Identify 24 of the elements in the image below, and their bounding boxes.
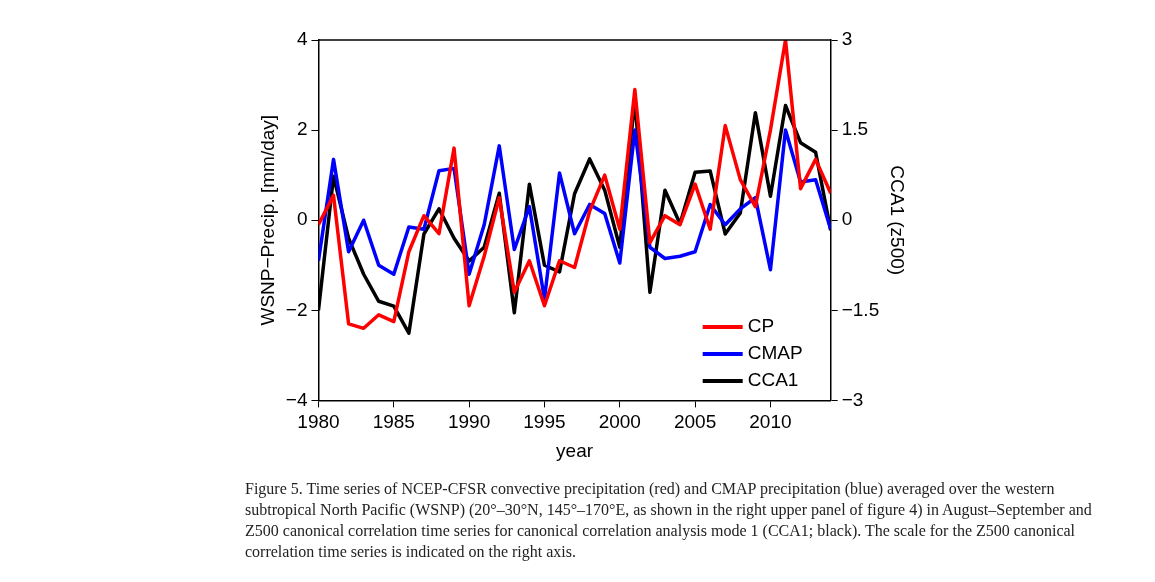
caption: Figure 5. Time series of NCEP-CFSR convective precipitation (red) and CMAP precipitation (blue) averaged over the western subtropical North Pacific (WSNP) (20°–30°N, 145°–170°E, as shown in the right upper panel of figure 4) in August–September and Z500 canonical correlation time series for canonical correlation analysis mode 1 (CCA1; black). The scale for the Z500 canonical correlation time series is indicated on the right axis. bbox=[245, 479, 1093, 562]
y2-tick-label: 1.5 bbox=[841, 118, 869, 140]
x-tick-label: 2000 bbox=[598, 411, 641, 433]
y-tick-label: 2 bbox=[296, 118, 308, 140]
y-tick-label: 0 bbox=[296, 208, 308, 230]
y2-tick-label: −1.5 bbox=[841, 298, 880, 320]
y-axis-title: WSNP−Precip. [mm/day] bbox=[256, 114, 278, 326]
x-tick-label: 1985 bbox=[372, 411, 415, 433]
y2-tick-label: −3 bbox=[841, 388, 864, 410]
x-tick-label: 2005 bbox=[673, 411, 717, 433]
legend-label: CCA1 bbox=[747, 369, 799, 391]
y-tick-label: −2 bbox=[285, 298, 308, 320]
y2-tick-label: 0 bbox=[841, 208, 853, 230]
x-tick-label: 1980 bbox=[297, 411, 340, 433]
x-axis-title: year bbox=[556, 439, 594, 461]
x-tick-label: 1995 bbox=[523, 411, 566, 433]
y-tick-label: 4 bbox=[296, 28, 308, 50]
y2-axis-title: CCA1 (z500) bbox=[887, 165, 909, 276]
x-tick-label: 1990 bbox=[447, 411, 491, 433]
legend-label: CMAP bbox=[747, 342, 803, 364]
y-tick-label: −4 bbox=[285, 388, 308, 410]
x-tick-label: 2010 bbox=[749, 411, 792, 433]
y2-tick-label: 3 bbox=[841, 28, 853, 50]
legend-label: CP bbox=[747, 315, 775, 337]
